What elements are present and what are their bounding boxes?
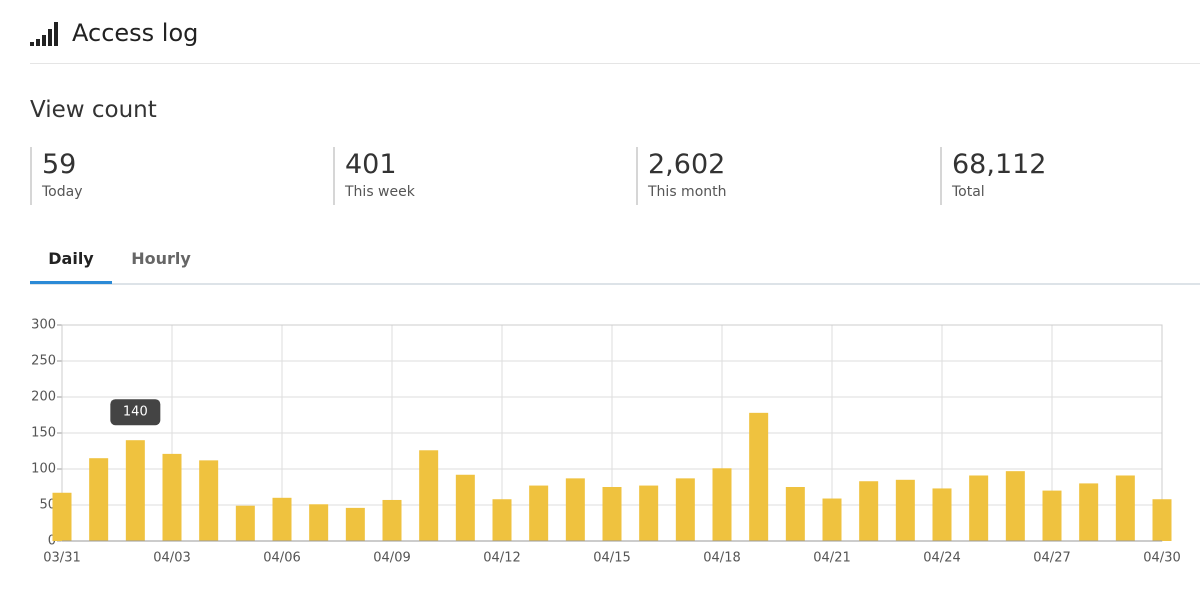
bar [712, 468, 732, 541]
bar [859, 481, 879, 541]
stat-value: 2,602 [648, 149, 726, 180]
tab[interactable]: Daily [30, 237, 112, 284]
x-tick-label: 04/18 [703, 551, 740, 566]
bar [492, 499, 512, 541]
bar [345, 507, 365, 541]
bar [89, 458, 109, 541]
bar [382, 499, 402, 541]
stat: 401 This week [333, 147, 415, 205]
bar [529, 485, 549, 541]
bar [419, 450, 439, 541]
section-title: View count [30, 97, 157, 123]
tooltip: 140 [110, 399, 161, 426]
stat-value: 401 [345, 149, 397, 180]
divider [30, 63, 1200, 64]
signal-icon [30, 22, 58, 46]
y-tick-label: 100 [31, 462, 56, 477]
x-tick-label: 04/27 [1033, 551, 1070, 566]
x-tick-label: 04/30 [1143, 551, 1180, 566]
bar [675, 478, 695, 541]
bar [162, 453, 182, 541]
x-tick-label: 03/31 [43, 551, 80, 566]
bar [125, 440, 145, 541]
bar [749, 412, 769, 541]
bar [235, 505, 255, 541]
bar [932, 488, 952, 541]
bar [272, 497, 292, 541]
header: Access log [30, 18, 198, 48]
tab-bar: Daily Hourly [30, 237, 1200, 285]
bar [1079, 483, 1099, 541]
bar [199, 460, 219, 541]
bar [52, 492, 72, 541]
stat-label: Today [42, 184, 83, 200]
x-tick-label: 04/12 [483, 551, 520, 566]
bar [969, 475, 989, 541]
tooltip-box [110, 399, 161, 426]
bar [639, 485, 659, 541]
bar [309, 504, 329, 541]
stat-label: This week [345, 184, 415, 200]
bar [822, 498, 842, 541]
tooltip-text: 140 [123, 405, 148, 420]
stat: 2,602 This month [636, 147, 727, 205]
x-tick-label: 04/21 [813, 551, 850, 566]
y-tick-label: 250 [31, 354, 56, 369]
bar [602, 487, 622, 541]
x-tick-label: 04/03 [153, 551, 190, 566]
bar [455, 474, 475, 541]
x-tick-label: 04/15 [593, 551, 630, 566]
stat-label: This month [648, 184, 727, 200]
tab[interactable]: Hourly [131, 249, 191, 268]
x-tick-label: 04/24 [923, 551, 960, 566]
y-tick-label: 150 [31, 426, 56, 441]
y-tick-label: 50 [39, 498, 56, 513]
bar [1042, 490, 1062, 541]
page-title: Access log [72, 19, 199, 47]
stat-label: Total [952, 184, 985, 200]
y-tick-label: 0 [48, 534, 56, 549]
bar [1005, 471, 1025, 541]
y-tick-label: 300 [31, 318, 56, 333]
bar [565, 478, 585, 541]
x-tick-label: 04/06 [263, 551, 300, 566]
stat-value: 59 [42, 149, 77, 180]
bar [1152, 499, 1172, 541]
bar [785, 487, 805, 541]
stat: 68,112 Total [940, 147, 1046, 205]
chart: 0 50 100 150 200 250 300 03/31 04/03 04/06 04/09 04… [31, 318, 1181, 566]
bar [1115, 475, 1135, 541]
stat: 59 Today [30, 147, 83, 205]
y-tick-label: 200 [31, 390, 56, 405]
bar [895, 479, 915, 541]
stat-value: 68,112 [952, 149, 1047, 180]
x-tick-label: 04/09 [373, 551, 410, 566]
